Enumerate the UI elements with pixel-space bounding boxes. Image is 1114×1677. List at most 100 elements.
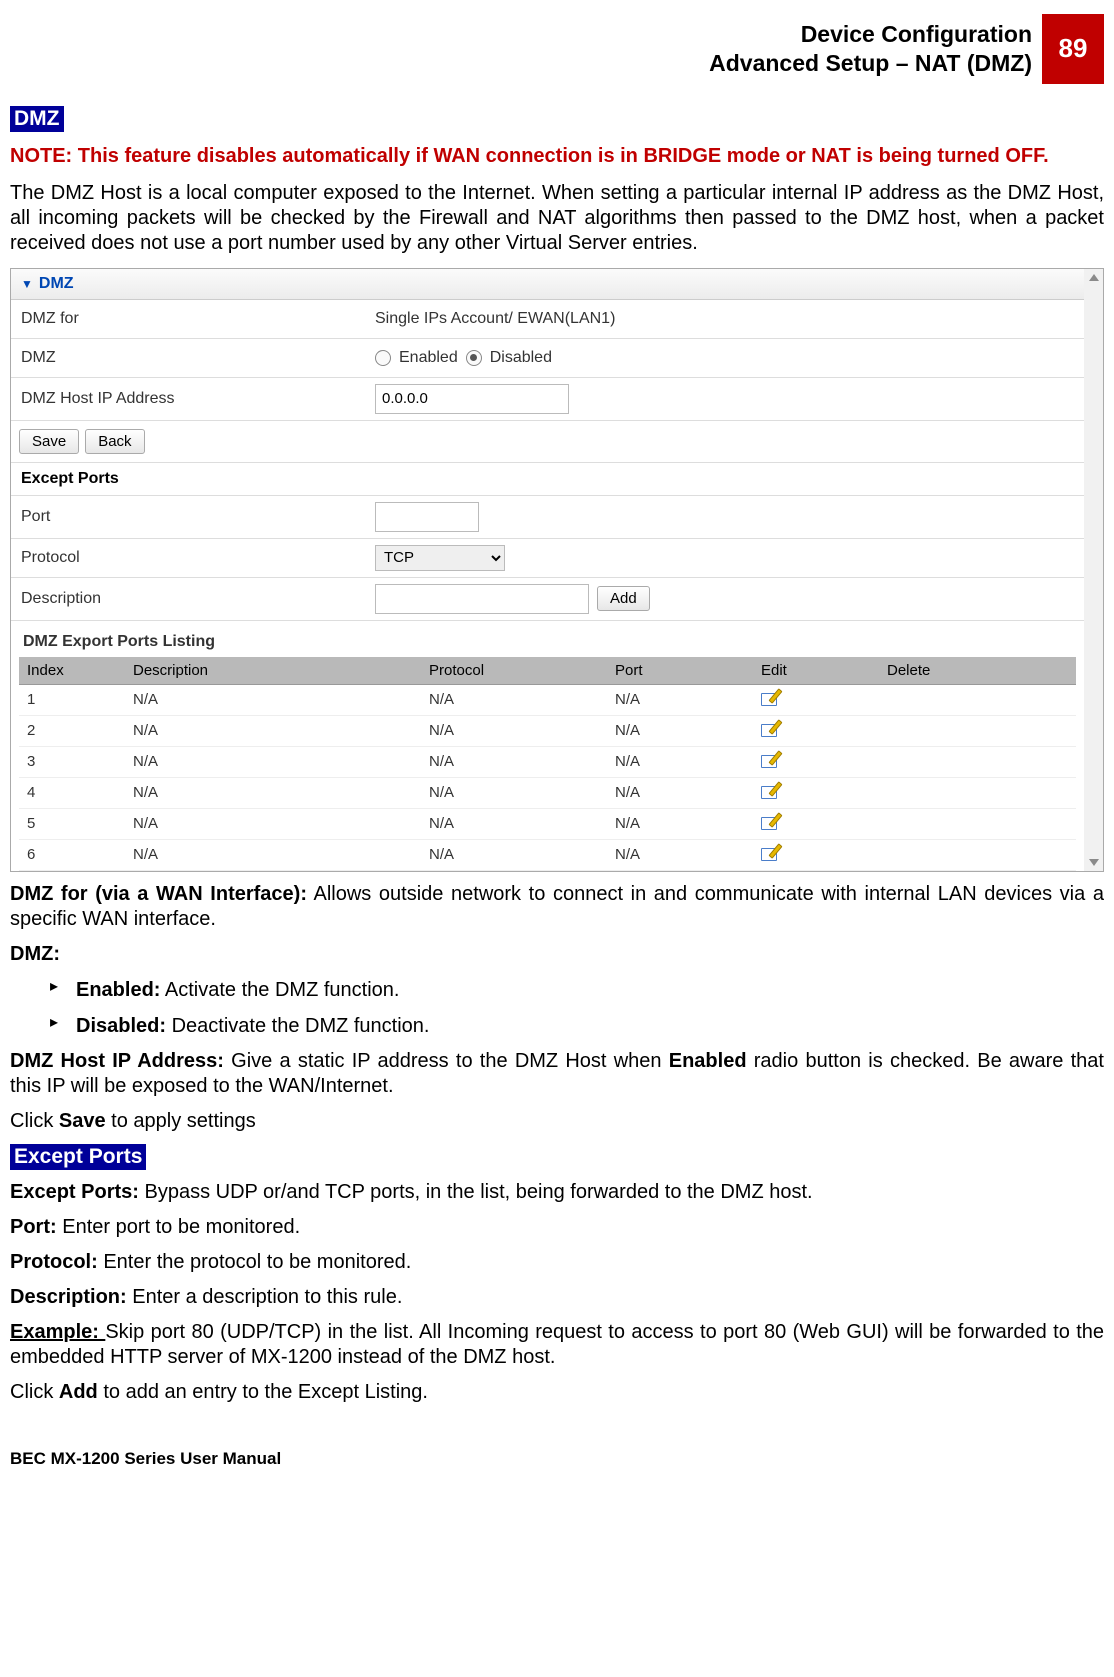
cell-index: 2 (19, 715, 125, 746)
dmz-config-panel: ▼ DMZ DMZ for Single IPs Account/ EWAN(L… (10, 268, 1104, 872)
cell-port: N/A (607, 839, 753, 870)
cell-protocol: N/A (421, 715, 607, 746)
note-warning: NOTE: This feature disables automaticall… (10, 144, 1104, 169)
desc-port: Port: Enter port to be monitored. (10, 1215, 1104, 1240)
cell-edit (753, 746, 879, 777)
cell-port: N/A (607, 777, 753, 808)
table-row: 2N/AN/AN/A (19, 715, 1076, 746)
desc-protocol: Protocol: Enter the protocol to be monit… (10, 1250, 1104, 1275)
cell-delete (879, 684, 1076, 715)
cell-protocol: N/A (421, 839, 607, 870)
radio-enabled[interactable] (375, 350, 391, 366)
input-host-ip[interactable] (375, 384, 569, 414)
listing-title: DMZ Export Ports Listing (19, 627, 1076, 657)
cell-description: N/A (125, 839, 421, 870)
cell-index: 5 (19, 808, 125, 839)
cell-protocol: N/A (421, 746, 607, 777)
select-protocol[interactable]: TCP (375, 545, 505, 571)
cell-port: N/A (607, 746, 753, 777)
label-description: Description (11, 584, 371, 614)
intro-paragraph: The DMZ Host is a local computer exposed… (10, 181, 1104, 256)
bullet-enabled: Enabled: Activate the DMZ function. (50, 977, 1104, 1003)
footer-manual: BEC MX-1200 Series User Manual (10, 1449, 1104, 1469)
desc-except-ports: Except Ports: Bypass UDP or/and TCP port… (10, 1180, 1104, 1205)
table-row: 1N/AN/AN/A (19, 684, 1076, 715)
edit-icon[interactable] (761, 783, 779, 799)
cell-index: 6 (19, 839, 125, 870)
cell-edit (753, 839, 879, 870)
cell-protocol: N/A (421, 777, 607, 808)
cell-protocol: N/A (421, 808, 607, 839)
table-row: 6N/AN/AN/A (19, 839, 1076, 870)
desc-host-ip: DMZ Host IP Address: Give a static IP ad… (10, 1049, 1104, 1099)
table-row: 5N/AN/AN/A (19, 808, 1076, 839)
cell-index: 1 (19, 684, 125, 715)
cell-delete (879, 715, 1076, 746)
edit-icon[interactable] (761, 721, 779, 737)
cell-edit (753, 777, 879, 808)
add-button[interactable]: Add (597, 586, 650, 611)
edit-icon[interactable] (761, 814, 779, 830)
cell-protocol: N/A (421, 684, 607, 715)
desc-click-save: Click Save to apply settings (10, 1109, 1104, 1134)
cell-delete (879, 777, 1076, 808)
chevron-down-icon: ▼ (21, 277, 33, 291)
col-description: Description (125, 657, 421, 685)
input-port[interactable] (375, 502, 479, 532)
cell-index: 4 (19, 777, 125, 808)
cell-description: N/A (125, 684, 421, 715)
cell-delete (879, 746, 1076, 777)
cell-edit (753, 715, 879, 746)
cell-delete (879, 808, 1076, 839)
cell-description: N/A (125, 715, 421, 746)
radio-disabled-label: Disabled (490, 349, 552, 367)
edit-icon[interactable] (761, 752, 779, 768)
header-line1: Device Configuration (709, 20, 1032, 49)
section-badge-dmz: DMZ (10, 106, 64, 132)
col-port: Port (607, 657, 753, 685)
cell-index: 3 (19, 746, 125, 777)
label-host-ip: DMZ Host IP Address (11, 384, 371, 414)
edit-icon[interactable] (761, 690, 779, 706)
cell-edit (753, 808, 879, 839)
value-dmz-for: Single IPs Account/ EWAN(LAN1) (371, 304, 1084, 334)
cell-description: N/A (125, 808, 421, 839)
panel-section-title: DMZ (39, 275, 74, 293)
header-line2: Advanced Setup – NAT (DMZ) (709, 49, 1032, 78)
radio-disabled[interactable] (466, 350, 482, 366)
table-row: 3N/AN/AN/A (19, 746, 1076, 777)
radio-enabled-label: Enabled (399, 349, 458, 367)
desc-dmz-for: DMZ for (via a WAN Interface): Allows ou… (10, 882, 1104, 932)
desc-dmz: DMZ: (10, 942, 1104, 967)
bullet-disabled: Disabled: Deactivate the DMZ function. (50, 1013, 1104, 1039)
col-index: Index (19, 657, 125, 685)
cell-description: N/A (125, 746, 421, 777)
panel-section-header[interactable]: ▼ DMZ (11, 269, 1084, 300)
cell-port: N/A (607, 808, 753, 839)
page-header: Device Configuration Advanced Setup – NA… (10, 14, 1104, 84)
back-button[interactable]: Back (85, 429, 144, 454)
save-button[interactable]: Save (19, 429, 79, 454)
edit-icon[interactable] (761, 845, 779, 861)
scrollbar[interactable] (1084, 269, 1103, 871)
page-number: 89 (1042, 14, 1104, 84)
cell-delete (879, 839, 1076, 870)
desc-example: Example: Skip port 80 (UDP/TCP) in the l… (10, 1320, 1104, 1370)
cell-description: N/A (125, 777, 421, 808)
section-badge-except-ports: Except Ports (10, 1144, 146, 1170)
desc-description: Description: Enter a description to this… (10, 1285, 1104, 1310)
cell-port: N/A (607, 715, 753, 746)
col-protocol: Protocol (421, 657, 607, 685)
except-ports-header: Except Ports (11, 463, 1084, 496)
label-dmz: DMZ (11, 343, 371, 373)
cell-port: N/A (607, 684, 753, 715)
label-port: Port (11, 502, 371, 532)
input-description[interactable] (375, 584, 589, 614)
label-dmz-for: DMZ for (11, 304, 371, 334)
label-protocol: Protocol (11, 543, 371, 573)
cell-edit (753, 684, 879, 715)
export-ports-table: Index Description Protocol Port Edit Del… (19, 657, 1076, 871)
desc-click-add: Click Add to add an entry to the Except … (10, 1380, 1104, 1405)
col-delete: Delete (879, 657, 1076, 685)
table-row: 4N/AN/AN/A (19, 777, 1076, 808)
